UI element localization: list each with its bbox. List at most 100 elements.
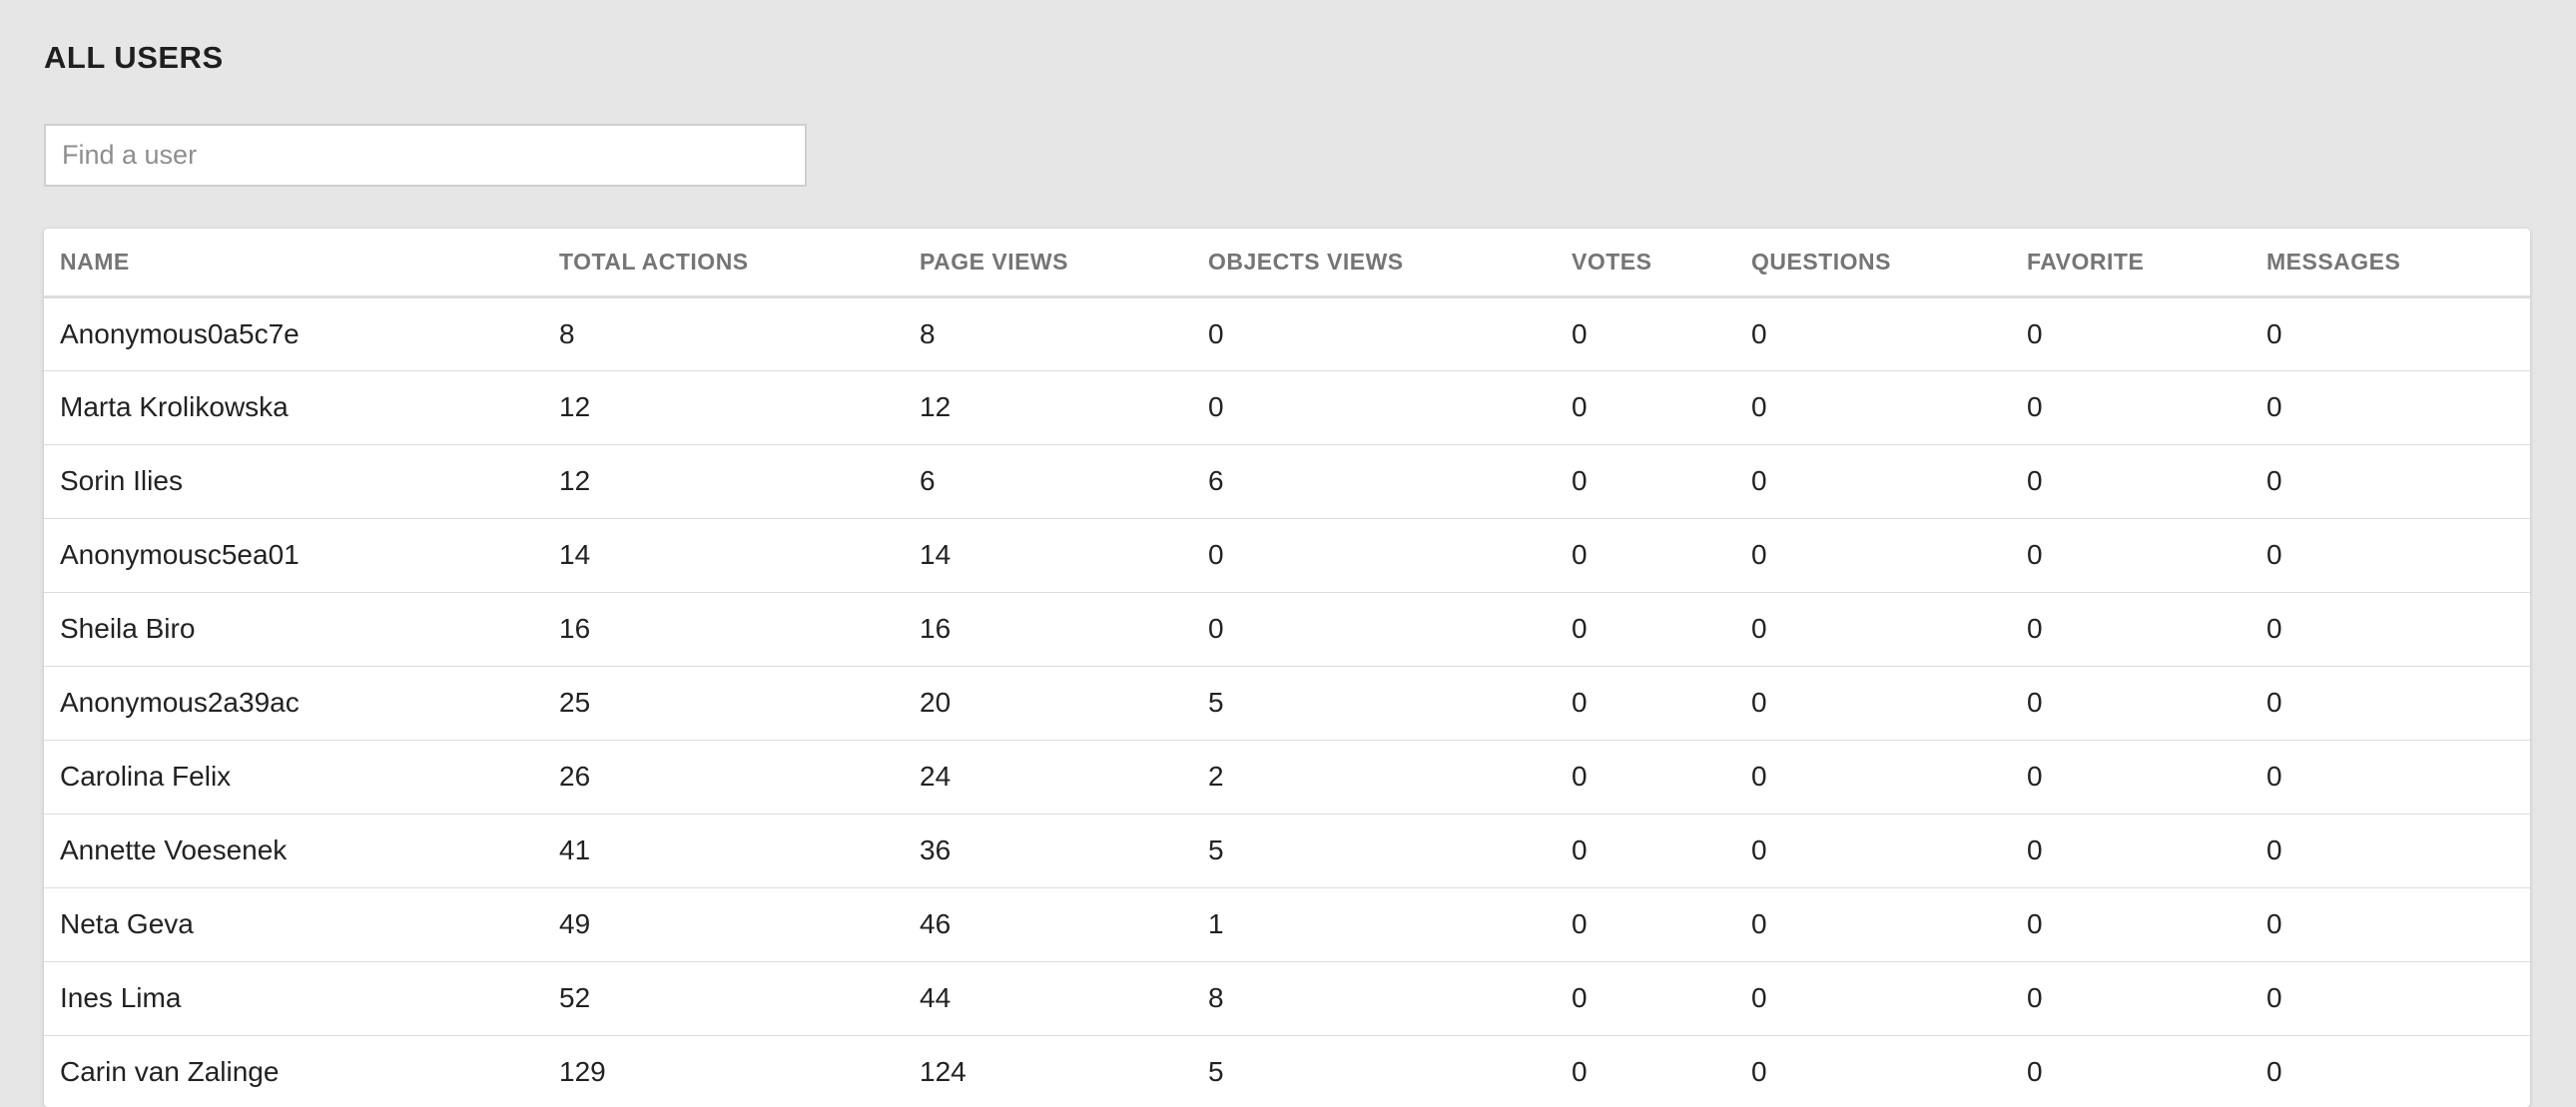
cell-messages: 0 — [2266, 613, 2282, 644]
users-table-card: NAME TOTAL ACTIONS PAGE VIEWS OBJECTS VIEWS… — [44, 229, 2530, 1107]
cell-favorite: 0 — [2027, 391, 2043, 422]
table-row[interactable]: Neta Geva 49 46 1 0 0 0 0 — [44, 887, 2530, 961]
table-row[interactable]: Anonymousc5ea01 14 14 0 0 0 0 0 — [44, 518, 2530, 592]
cell-page-views: 36 — [920, 834, 952, 865]
cell-objects-views: 0 — [1208, 539, 1224, 570]
cell-page-views: 8 — [920, 317, 936, 349]
cell-name: Marta Krolikowska — [60, 391, 289, 422]
cell-questions: 0 — [1751, 1056, 1767, 1087]
users-table: NAME TOTAL ACTIONS PAGE VIEWS OBJECTS VIEWS… — [44, 229, 2530, 1107]
cell-objects-views: 5 — [1208, 834, 1224, 865]
cell-questions: 0 — [1751, 687, 1767, 718]
cell-total-actions: 25 — [559, 687, 591, 718]
cell-page-views: 20 — [920, 687, 952, 718]
cell-total-actions: 26 — [559, 761, 591, 792]
cell-messages: 0 — [2266, 465, 2282, 496]
cell-name: Ines Lima — [60, 982, 182, 1013]
cell-total-actions: 52 — [559, 982, 591, 1013]
cell-name: Carolina Felix — [60, 761, 232, 792]
cell-favorite: 0 — [2027, 761, 2043, 792]
column-header-objects-views[interactable]: OBJECTS VIEWS — [1208, 248, 1404, 275]
cell-favorite: 0 — [2027, 687, 2043, 718]
cell-total-actions: 49 — [559, 908, 591, 939]
cell-page-views: 44 — [920, 982, 952, 1013]
cell-favorite: 0 — [2027, 834, 2043, 865]
cell-total-actions: 16 — [559, 613, 591, 644]
cell-votes: 0 — [1572, 908, 1588, 939]
cell-name: Neta Geva — [60, 908, 194, 939]
cell-favorite: 0 — [2027, 908, 2043, 939]
cell-objects-views: 5 — [1208, 1056, 1224, 1087]
cell-page-views: 24 — [920, 761, 952, 792]
cell-name: Sorin Ilies — [60, 465, 183, 496]
cell-votes: 0 — [1572, 982, 1588, 1013]
cell-objects-views: 5 — [1208, 687, 1224, 718]
column-header-name[interactable]: NAME — [60, 248, 130, 275]
cell-questions: 0 — [1751, 982, 1767, 1013]
cell-votes: 0 — [1572, 539, 1588, 570]
cell-messages: 0 — [2266, 1056, 2282, 1087]
table-header: NAME TOTAL ACTIONS PAGE VIEWS OBJECTS VIEWS… — [44, 229, 2530, 296]
table-row[interactable]: Carolina Felix 26 24 2 0 0 0 0 — [44, 740, 2530, 814]
column-header-votes[interactable]: VOTES — [1572, 248, 1652, 275]
cell-favorite: 0 — [2027, 465, 2043, 496]
cell-votes: 0 — [1572, 1056, 1588, 1087]
cell-total-actions: 14 — [559, 539, 591, 570]
cell-questions: 0 — [1751, 761, 1767, 792]
cell-questions: 0 — [1751, 613, 1767, 644]
table-row[interactable]: Marta Krolikowska 12 12 0 0 0 0 0 — [44, 370, 2530, 444]
cell-objects-views: 8 — [1208, 982, 1224, 1013]
table-row[interactable]: Anonymous0a5c7e 8 8 0 0 0 0 0 — [44, 296, 2530, 370]
cell-messages: 0 — [2266, 317, 2282, 349]
cell-total-actions: 8 — [559, 317, 575, 349]
cell-votes: 0 — [1572, 465, 1588, 496]
column-header-total-actions[interactable]: TOTAL ACTIONS — [559, 248, 749, 275]
table-row[interactable]: Ines Lima 52 44 8 0 0 0 0 — [44, 961, 2530, 1035]
cell-page-views: 124 — [920, 1056, 966, 1087]
cell-name: Sheila Biro — [60, 613, 196, 644]
table-row[interactable]: Sheila Biro 16 16 0 0 0 0 0 — [44, 592, 2530, 666]
cell-messages: 0 — [2266, 908, 2282, 939]
search-input[interactable] — [44, 124, 807, 187]
cell-questions: 0 — [1751, 465, 1767, 496]
cell-favorite: 0 — [2027, 317, 2043, 349]
cell-favorite: 0 — [2027, 982, 2043, 1013]
cell-favorite: 0 — [2027, 613, 2043, 644]
cell-total-actions: 41 — [559, 834, 591, 865]
cell-objects-views: 0 — [1208, 613, 1224, 644]
cell-name: Anonymousc5ea01 — [60, 539, 300, 570]
cell-objects-views: 0 — [1208, 317, 1224, 349]
cell-objects-views: 1 — [1208, 908, 1224, 939]
column-header-messages[interactable]: MESSAGES — [2266, 248, 2401, 275]
table-row[interactable]: Sorin Ilies 12 6 6 0 0 0 0 — [44, 444, 2530, 518]
cell-votes: 0 — [1572, 391, 1588, 422]
table-header-row: NAME TOTAL ACTIONS PAGE VIEWS OBJECTS VIEWS… — [44, 229, 2530, 296]
cell-name: Anonymous0a5c7e — [60, 317, 300, 349]
cell-favorite: 0 — [2027, 1056, 2043, 1087]
cell-total-actions: 12 — [559, 465, 591, 496]
table-row[interactable]: Carin van Zalinge 129 124 5 0 0 0 0 — [44, 1035, 2530, 1107]
column-header-questions[interactable]: QUESTIONS — [1751, 248, 1891, 275]
cell-messages: 0 — [2266, 982, 2282, 1013]
table-row[interactable]: Annette Voesenek 41 36 5 0 0 0 0 — [44, 814, 2530, 887]
cell-votes: 0 — [1572, 761, 1588, 792]
cell-page-views: 16 — [920, 613, 952, 644]
cell-messages: 0 — [2266, 834, 2282, 865]
table-row[interactable]: Anonymous2a39ac 25 20 5 0 0 0 0 — [44, 666, 2530, 740]
cell-messages: 0 — [2266, 539, 2282, 570]
column-header-favorite[interactable]: FAVORITE — [2027, 248, 2145, 275]
column-header-page-views[interactable]: PAGE VIEWS — [920, 248, 1068, 275]
cell-page-views: 12 — [920, 391, 952, 422]
cell-questions: 0 — [1751, 539, 1767, 570]
cell-votes: 0 — [1572, 317, 1588, 349]
cell-messages: 0 — [2266, 687, 2282, 718]
cell-messages: 0 — [2266, 391, 2282, 422]
cell-page-views: 6 — [920, 465, 936, 496]
cell-favorite: 0 — [2027, 539, 2043, 570]
cell-votes: 0 — [1572, 834, 1588, 865]
cell-name: Carin van Zalinge — [60, 1056, 280, 1087]
cell-questions: 0 — [1751, 908, 1767, 939]
cell-total-actions: 129 — [559, 1056, 606, 1087]
cell-votes: 0 — [1572, 613, 1588, 644]
table-body: Anonymous0a5c7e 8 8 0 0 0 0 0 Marta Krolikowska 1… — [44, 296, 2530, 1107]
